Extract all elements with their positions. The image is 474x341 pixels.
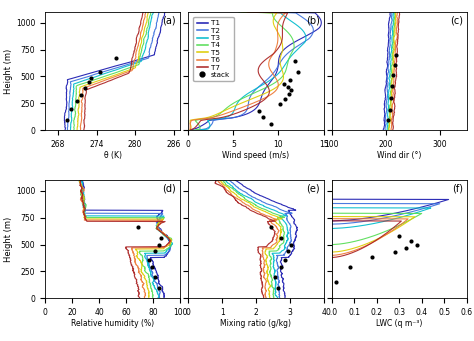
Point xyxy=(284,85,292,90)
Point xyxy=(388,84,395,89)
Point xyxy=(387,95,394,101)
Point xyxy=(267,122,275,127)
Point xyxy=(274,285,282,290)
Point xyxy=(395,233,403,239)
Point xyxy=(284,248,292,254)
X-axis label: LWC (q m⁻³): LWC (q m⁻³) xyxy=(376,319,422,328)
Point xyxy=(148,264,155,270)
Point xyxy=(96,70,103,75)
Point xyxy=(255,108,263,114)
Point xyxy=(77,92,85,98)
Text: (b): (b) xyxy=(306,15,319,26)
Legend: T1, T2, T3, T4, T5, T6, T7, stack: T1, T2, T3, T4, T5, T6, T7, stack xyxy=(193,17,234,81)
Point xyxy=(294,70,302,75)
Point xyxy=(281,96,289,101)
X-axis label: Relative humidity (%): Relative humidity (%) xyxy=(71,319,154,328)
Point xyxy=(280,81,288,87)
Point xyxy=(68,106,75,112)
Point xyxy=(346,264,354,270)
Point xyxy=(151,248,158,254)
Y-axis label: Height (m): Height (m) xyxy=(4,48,13,94)
Point xyxy=(267,225,275,230)
Point xyxy=(407,239,414,244)
Point xyxy=(81,86,89,91)
Point xyxy=(63,117,71,122)
Point xyxy=(286,77,294,83)
Text: (e): (e) xyxy=(306,183,319,194)
Point xyxy=(285,91,293,97)
Point xyxy=(413,242,421,247)
Point xyxy=(271,274,278,280)
Point xyxy=(88,75,95,80)
Point xyxy=(259,115,267,120)
Point xyxy=(146,257,153,262)
Point xyxy=(291,59,299,64)
Point xyxy=(157,235,165,241)
Point xyxy=(384,117,392,122)
Point xyxy=(386,107,393,113)
Point xyxy=(151,274,158,280)
Y-axis label: Height (m): Height (m) xyxy=(4,217,13,262)
Point xyxy=(276,102,284,107)
Point xyxy=(281,257,289,262)
Text: (c): (c) xyxy=(450,15,463,26)
X-axis label: Wind speed (m/s): Wind speed (m/s) xyxy=(222,151,290,160)
Text: (a): (a) xyxy=(163,15,176,26)
Point xyxy=(135,225,142,230)
Point xyxy=(392,52,400,58)
X-axis label: θ (K): θ (K) xyxy=(104,151,122,160)
Point xyxy=(112,56,119,61)
Point xyxy=(287,87,295,93)
Text: (d): (d) xyxy=(163,183,176,194)
Point xyxy=(368,255,376,260)
Point xyxy=(277,235,285,241)
Point xyxy=(288,242,295,247)
Point xyxy=(155,242,163,247)
Text: (f): (f) xyxy=(452,183,463,194)
Point xyxy=(155,285,163,290)
X-axis label: Wind dir (°): Wind dir (°) xyxy=(377,151,421,160)
Point xyxy=(391,62,399,68)
Point xyxy=(332,280,340,285)
X-axis label: Mixing ratio (g/kg): Mixing ratio (g/kg) xyxy=(220,319,292,328)
Point xyxy=(277,264,285,270)
Point xyxy=(73,99,81,104)
Point xyxy=(402,245,410,251)
Point xyxy=(390,73,397,78)
Point xyxy=(391,249,399,255)
Point xyxy=(85,79,92,85)
